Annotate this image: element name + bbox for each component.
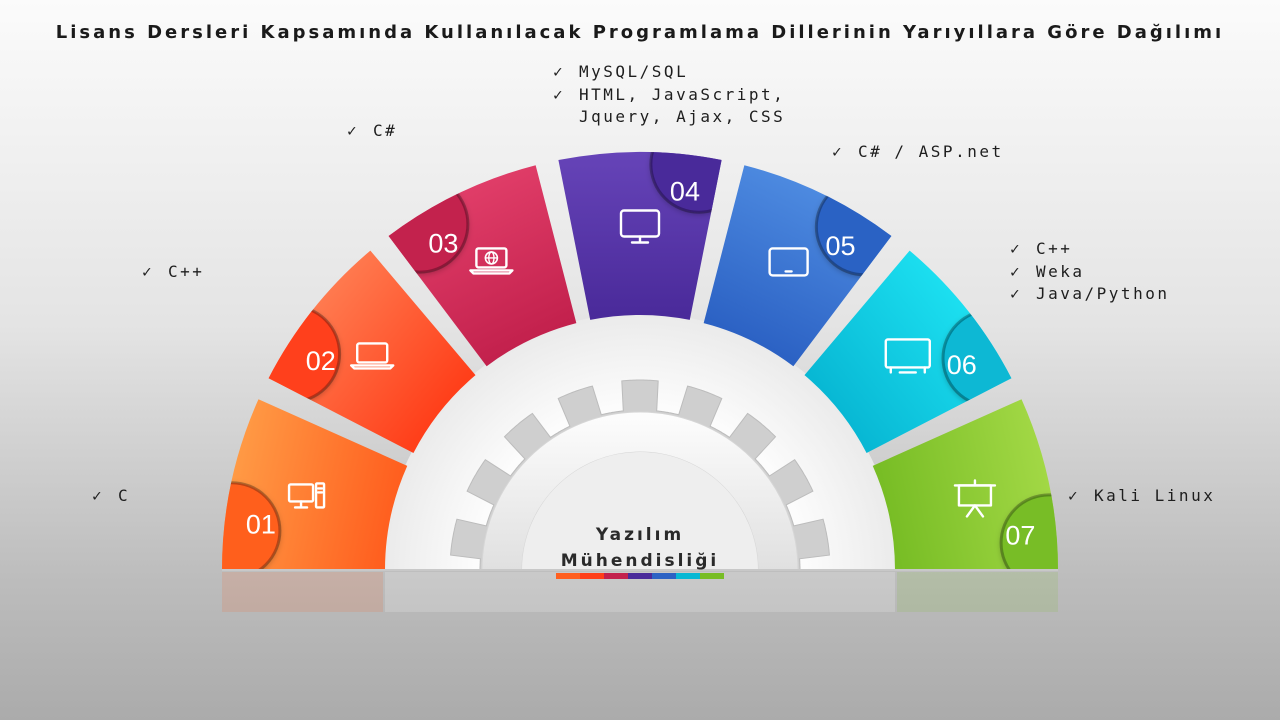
language-item: ✓ Java/Python [1010, 283, 1169, 306]
language-item: ✓ C++ [1010, 238, 1169, 261]
check-icon: ✓ [832, 142, 845, 161]
segment-01-badge [222, 481, 282, 570]
language-item: ✓ MySQL/SQL [553, 61, 785, 84]
language-item: ✓ HTML, JavaScript, [553, 84, 785, 107]
tablet-icon [768, 247, 809, 277]
tv-monitor-icon [884, 338, 931, 374]
language-name: C# / ASP.net [858, 142, 1004, 161]
color-strip-06 [676, 573, 700, 579]
color-strip-03 [604, 573, 628, 579]
language-name: MySQL/SQL [579, 62, 689, 81]
semester-01-languages: ✓ C [92, 485, 130, 508]
segment-07: 07 [872, 399, 1058, 570]
check-icon: ✓ [1010, 284, 1023, 303]
segment-04-badge [649, 151, 722, 214]
color-strip-05 [652, 573, 676, 579]
segment-number: 04 [670, 177, 700, 207]
center-title-line2: Mühendisliği [561, 551, 720, 571]
semester-05-languages: ✓ C# / ASP.net [832, 141, 1004, 164]
page-title: Lisans Dersleri Kapsamında Kullanılacak … [55, 22, 1225, 43]
language-name: Kali Linux [1094, 486, 1216, 505]
semester-04-languages: ✓ MySQL/SQL ✓ HTML, JavaScript,✓Jquery, Aja… [553, 61, 785, 129]
language-item: ✓ Kali Linux [1068, 485, 1215, 508]
color-strip-02 [580, 573, 604, 579]
language-name: HTML, JavaScript, [579, 84, 786, 104]
center-hub: Yazılım Mühendisliği [561, 525, 720, 571]
laptop-icon [350, 342, 395, 370]
segment-number: 02 [306, 346, 336, 376]
color-strip-01 [556, 573, 580, 579]
segment-ring: 01 02 03 04 05 06 07 [222, 151, 1058, 570]
check-icon: ✓ [553, 84, 566, 104]
language-name: Java/Python [1036, 284, 1170, 303]
hub-disc [522, 452, 758, 570]
segment-number: 03 [428, 228, 458, 258]
language-name: Weka [1036, 261, 1085, 281]
check-icon: ✓ [553, 62, 566, 81]
language-item: ✓ C [92, 485, 130, 508]
language-name: C++ [168, 262, 205, 281]
language-item: ✓ C++ [142, 261, 204, 284]
segment-01-reflection [222, 572, 383, 612]
segment-number: 05 [826, 231, 856, 261]
check-icon: ✓ [1068, 486, 1081, 505]
segment-07-reflection [897, 572, 1058, 612]
segment-07-badge [999, 493, 1058, 570]
check-icon: ✓ [1010, 261, 1023, 281]
semester-03-languages: ✓ C# [347, 120, 397, 143]
check-icon: ✓ [1010, 239, 1023, 258]
segment-number: 01 [246, 509, 276, 539]
semester-02-languages: ✓ C++ [142, 261, 204, 284]
segment-01: 01 [222, 399, 408, 570]
segment-04: 04 [558, 151, 722, 320]
laptop-globe-icon [469, 247, 514, 275]
language-item: ✓Jquery, Ajax, CSS [553, 106, 785, 129]
gear-decoration [222, 379, 1058, 579]
semester-06-languages: ✓ C++ ✓ Weka ✓ Java/Python [1010, 238, 1169, 306]
segment-02-shape [268, 250, 476, 453]
language-item: ✓ C# / ASP.net [832, 141, 1004, 164]
language-name: C [118, 486, 131, 505]
check-icon: ✓ [92, 486, 105, 505]
segment-02: 02 [268, 250, 476, 453]
segment-06-shape [804, 250, 1012, 453]
presentation-board-icon [953, 479, 997, 518]
language-name: Jquery, Ajax, CSS [579, 107, 786, 126]
segment-number: 07 [1005, 521, 1035, 551]
language-name: C++ [1036, 239, 1073, 258]
semester-07-languages: ✓ Kali Linux [1068, 485, 1215, 508]
segment-number: 06 [947, 350, 977, 380]
center-title-line1: Yazılım [595, 525, 684, 545]
color-strip-07 [700, 573, 724, 579]
desktop-computer-icon [287, 482, 326, 509]
check-icon: ✓ [347, 121, 360, 140]
language-item: ✓ C# [347, 120, 397, 143]
monitor-icon [619, 209, 661, 244]
language-name: C# [373, 121, 398, 140]
check-icon: ✓ [142, 262, 155, 281]
color-strip-04 [628, 573, 652, 579]
language-item: ✓ Weka [1010, 261, 1169, 284]
